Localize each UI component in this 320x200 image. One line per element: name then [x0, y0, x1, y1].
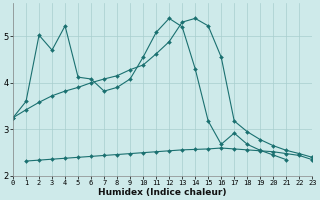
- X-axis label: Humidex (Indice chaleur): Humidex (Indice chaleur): [98, 188, 227, 197]
